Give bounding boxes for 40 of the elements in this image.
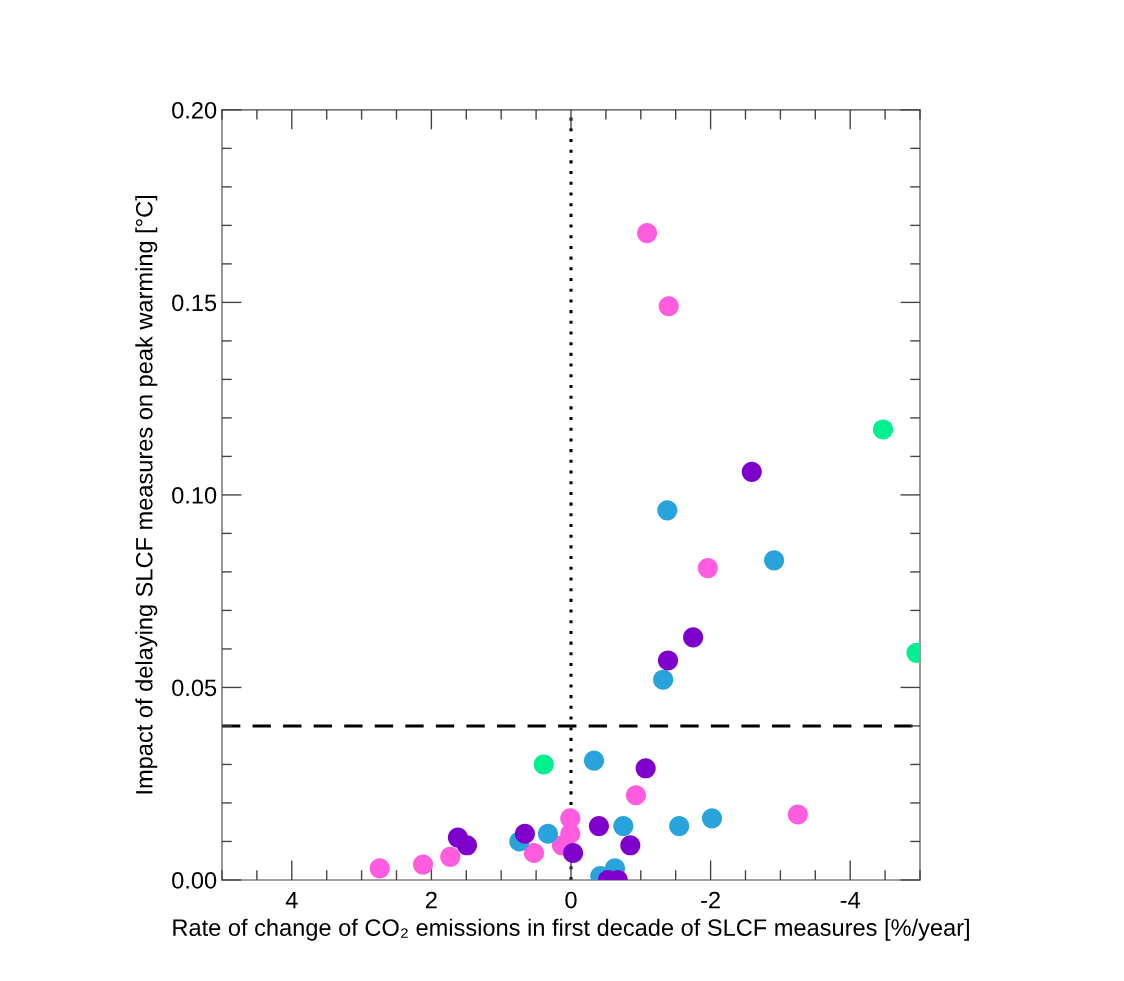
y-tick-label: 0.00: [172, 872, 217, 889]
point: [787, 804, 808, 825]
point: [764, 550, 785, 571]
point: [697, 558, 718, 579]
point: [872, 419, 894, 440]
point: [412, 854, 434, 875]
y-axis-title: Impact of delaying SLCF measures on peak warming [°C]: [135, 195, 158, 794]
point: [657, 650, 679, 671]
point: [523, 842, 545, 864]
x-tick-label: 4: [285, 891, 298, 909]
y-tick-label: 0.10: [172, 486, 217, 504]
point: [456, 835, 478, 856]
point: [683, 627, 704, 648]
point: [635, 758, 656, 779]
point: [440, 846, 461, 867]
point: [613, 815, 634, 837]
x-axis-title: Rate of change of CO₂ emissions in first decade of SLCF measures [%/year]: [173, 918, 969, 941]
point: [701, 808, 723, 829]
x-tick-label: 2: [426, 891, 437, 909]
point: [514, 823, 535, 844]
point: [658, 296, 679, 317]
x-tick-label: 0: [565, 891, 577, 909]
point: [653, 669, 674, 690]
x-tick-label: -4: [840, 891, 860, 909]
point: [588, 815, 609, 837]
point: [583, 750, 605, 771]
point: [741, 461, 762, 482]
point: [620, 835, 641, 856]
point: [533, 754, 554, 775]
y-tick-label: 0.20: [172, 101, 217, 119]
point: [369, 858, 390, 879]
y-tick-label: 0.15: [172, 294, 217, 312]
point: [657, 500, 678, 521]
point: [537, 823, 559, 844]
point: [669, 815, 690, 837]
point: [563, 842, 584, 864]
y-tick-label: 0.05: [172, 679, 217, 697]
point: [625, 785, 646, 806]
point: [637, 223, 658, 244]
x-tick-label: -2: [701, 891, 720, 909]
